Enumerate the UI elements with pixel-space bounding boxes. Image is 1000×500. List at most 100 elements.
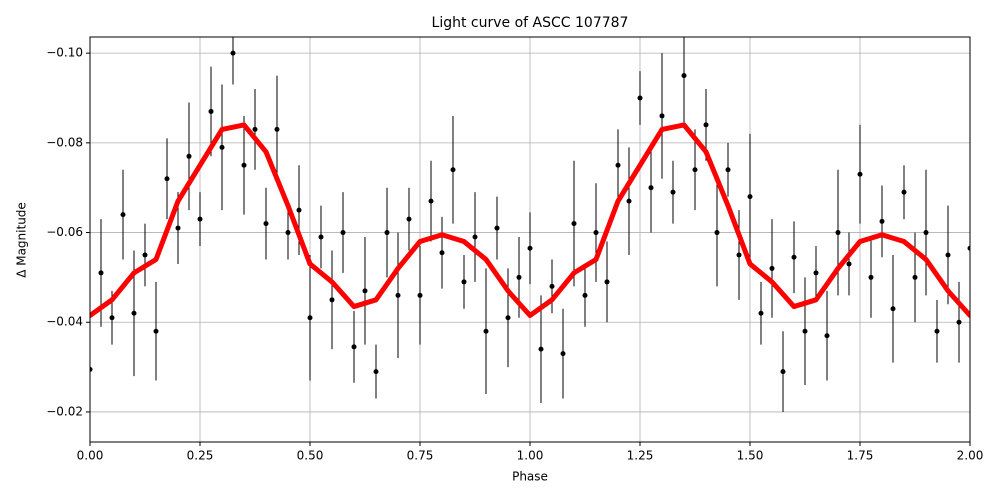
data-point [483, 328, 489, 334]
data-point [109, 315, 115, 321]
data-point [274, 126, 280, 132]
data-point [879, 218, 885, 224]
data-point [780, 369, 786, 375]
data-point [934, 328, 940, 334]
data-point [90, 366, 93, 372]
data-point [637, 95, 643, 101]
x-tick-label: 0.50 [297, 449, 324, 463]
data-point [593, 230, 599, 236]
data-point [956, 319, 962, 325]
data-point [175, 225, 181, 231]
data-point [901, 189, 907, 195]
data-point [967, 245, 970, 251]
data-point [791, 254, 797, 260]
x-tick-label: 1.00 [517, 449, 544, 463]
data-point [549, 283, 555, 289]
data-point [725, 167, 731, 173]
data-point [406, 216, 412, 222]
data-point [659, 113, 665, 119]
data-point [384, 230, 390, 236]
data-point [505, 315, 511, 321]
data-point [263, 221, 269, 227]
binned-curve [90, 122, 970, 319]
data-point [340, 230, 346, 236]
data-point [736, 252, 742, 258]
y-tick-label: −0.08 [46, 135, 83, 149]
data-point [461, 279, 467, 285]
data-point [538, 346, 544, 352]
y-tick-label: −0.06 [46, 225, 83, 239]
data-point [571, 221, 577, 227]
x-tick-label: 0.75 [407, 449, 434, 463]
data-point [648, 185, 654, 191]
y-tick-label: −0.02 [46, 404, 83, 418]
data-point [560, 351, 566, 357]
plot-area [90, 37, 970, 412]
data-point [208, 108, 214, 114]
data-point [890, 306, 896, 312]
data-point [252, 126, 258, 132]
y-tick-label: −0.10 [46, 46, 83, 60]
data-point [450, 167, 456, 173]
data-point [868, 274, 874, 280]
data-point [824, 333, 830, 339]
data-point [131, 310, 137, 316]
data-point [615, 162, 621, 168]
data-point [692, 167, 698, 173]
data-point [527, 245, 533, 251]
data-point [296, 207, 302, 213]
data-point [395, 292, 401, 298]
data-point [307, 315, 313, 321]
data-point [681, 73, 687, 79]
data-point [153, 328, 159, 334]
x-tick-label: 0.00 [77, 449, 104, 463]
data-point [923, 230, 929, 236]
data-point [747, 194, 753, 200]
data-point [857, 171, 863, 177]
x-axis-label: Phase [512, 470, 548, 484]
data-point [241, 162, 247, 168]
data-point [670, 189, 676, 195]
data-point [197, 216, 203, 222]
data-point [758, 310, 764, 316]
x-tick-label: 1.75 [847, 449, 874, 463]
x-tick-label: 0.25 [187, 449, 214, 463]
data-point [164, 176, 170, 182]
data-point [98, 270, 104, 276]
data-point [769, 265, 775, 271]
chart-title: Light curve of ASCC 107787 [432, 15, 629, 31]
x-tick-label: 1.50 [737, 449, 764, 463]
data-point [582, 292, 588, 298]
data-point [626, 198, 632, 204]
data-point [285, 230, 291, 236]
data-point [417, 292, 423, 298]
data-point [472, 234, 478, 240]
data-point [835, 230, 841, 236]
data-point [802, 328, 808, 334]
y-tick-label: −0.04 [46, 315, 83, 329]
ticks: 0.00 0.25 0.50 0.75 1.00 1.25 1.50 1.75 2.00 −0.1… [46, 46, 983, 463]
data-point [516, 274, 522, 280]
data-point [142, 252, 148, 258]
data-point [318, 234, 324, 240]
data-point [494, 225, 500, 231]
data-point [703, 122, 709, 128]
data-point [186, 153, 192, 159]
data-point [912, 274, 918, 280]
y-axis-label: Δ Magnitude [15, 202, 29, 278]
data-point [439, 250, 445, 256]
data-point [230, 50, 236, 56]
data-point [120, 212, 126, 218]
data-point [373, 369, 379, 375]
data-point [362, 288, 368, 294]
x-tick-label: 1.25 [627, 449, 654, 463]
data-point [329, 297, 335, 303]
data-point [813, 270, 819, 276]
data-point [351, 344, 357, 350]
data-point [219, 144, 225, 150]
data-point [714, 230, 720, 236]
data-point [604, 279, 610, 285]
